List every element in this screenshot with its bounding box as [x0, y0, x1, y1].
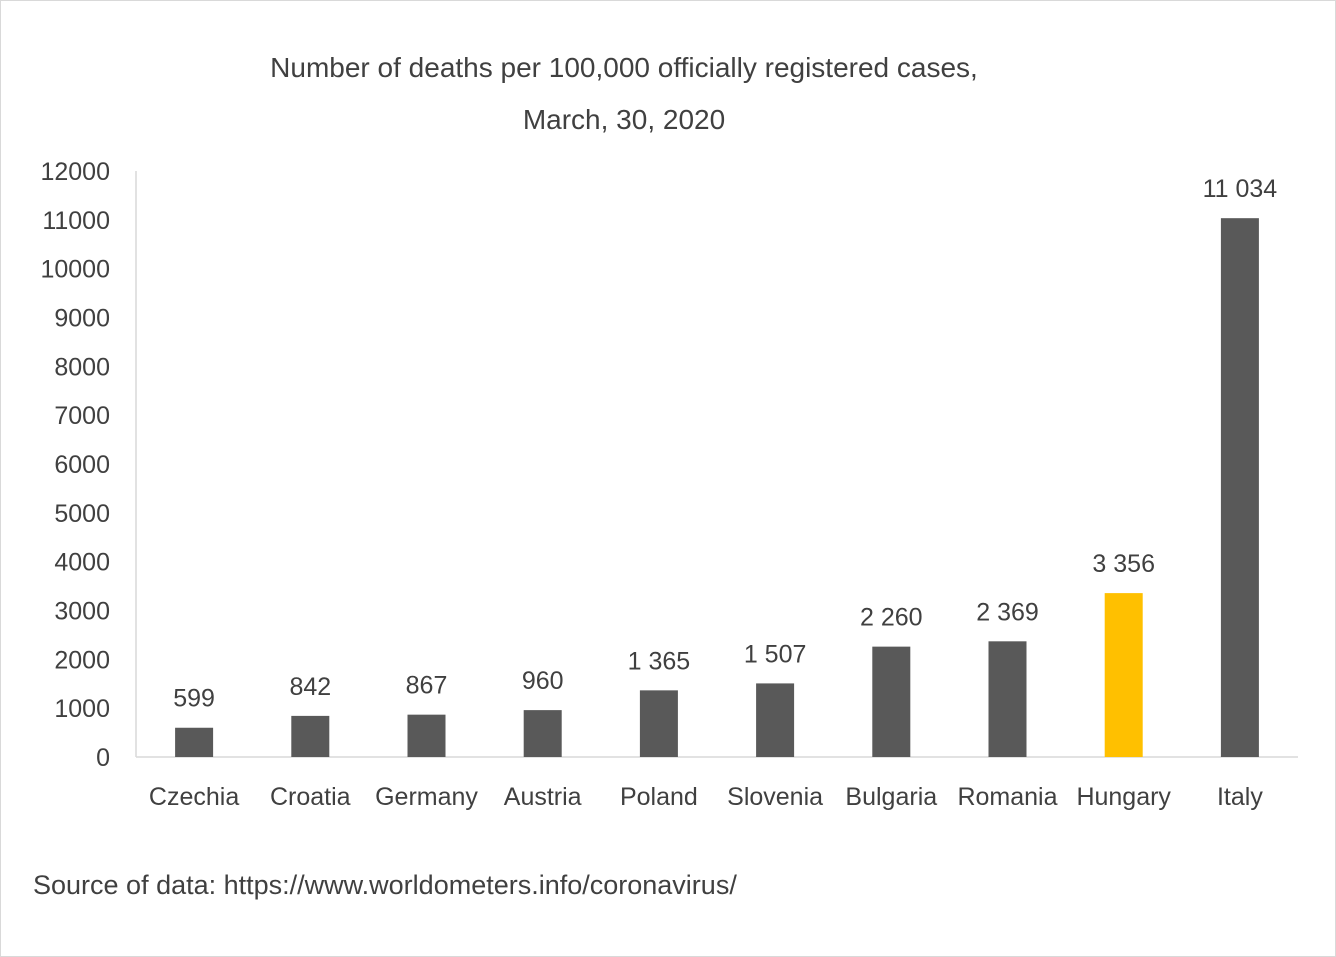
- bar-czechia: [175, 727, 214, 757]
- data-label-croatia: 842: [289, 673, 331, 701]
- y-tick-label: 3000: [54, 598, 110, 626]
- category-label-romania: Romania: [957, 783, 1057, 811]
- y-tick-label: 9000: [54, 305, 110, 333]
- source-note: Source of data: https://www.worldometers…: [33, 870, 737, 900]
- bar-slovenia: [756, 683, 795, 757]
- data-label-slovenia: 1 507: [744, 640, 807, 668]
- y-tick-label: 5000: [54, 500, 110, 528]
- data-labels-group: 599 842 867 960 1 365 1 507 2 260 2 369 3 356 11 …: [173, 175, 1277, 713]
- y-tick-label: 11000: [42, 207, 110, 235]
- chart-subtitle: March, 30, 2020: [522, 104, 726, 135]
- y-tick-label: 10000: [40, 256, 110, 284]
- data-label-hungary: 3 356: [1092, 550, 1155, 578]
- category-label-germany: Germany: [375, 783, 478, 811]
- bar-poland: [639, 690, 678, 757]
- y-axis: 0 1000 2000 3000 4000 5000 6000 7000 8000 9000 100…: [40, 158, 137, 772]
- bar-austria: [523, 710, 562, 757]
- y-tick-label: 4000: [54, 549, 110, 577]
- y-tick-label: 7000: [54, 402, 110, 430]
- category-label-slovenia: Slovenia: [727, 783, 823, 811]
- y-tick-label: 0: [96, 744, 110, 772]
- bar-bulgaria: [872, 646, 911, 757]
- category-label-bulgaria: Bulgaria: [845, 783, 937, 811]
- bar-romania: [988, 641, 1027, 757]
- data-label-austria: 960: [522, 667, 564, 695]
- y-tick-label: 6000: [54, 451, 110, 479]
- category-label-poland: Poland: [620, 783, 698, 811]
- y-tick-label: 1000: [54, 695, 110, 723]
- bar-italy: [1220, 218, 1259, 758]
- category-label-italy: Italy: [1217, 783, 1263, 811]
- data-label-czechia: 599: [173, 685, 215, 713]
- data-label-italy: 11 034: [1203, 175, 1278, 203]
- y-tick-label: 2000: [54, 646, 110, 674]
- bar-germany: [407, 714, 446, 757]
- chart-title: Number of deaths per 100,000 officially …: [270, 52, 978, 83]
- bars-group: [175, 218, 1259, 758]
- category-label-croatia: Croatia: [270, 783, 351, 811]
- category-label-czechia: Czechia: [149, 783, 239, 811]
- data-label-poland: 1 365: [628, 647, 691, 675]
- bar-hungary: [1104, 593, 1143, 757]
- data-label-bulgaria: 2 260: [860, 604, 923, 632]
- bar-croatia: [291, 715, 330, 757]
- y-tick-label: 8000: [54, 353, 110, 381]
- category-label-hungary: Hungary: [1076, 783, 1171, 811]
- category-label-austria: Austria: [504, 783, 582, 811]
- data-label-romania: 2 369: [976, 598, 1039, 626]
- category-labels-group: Czechia Croatia Germany Austria Poland Sloven…: [149, 783, 1263, 811]
- data-label-germany: 867: [406, 672, 448, 700]
- y-tick-label: 12000: [40, 158, 110, 186]
